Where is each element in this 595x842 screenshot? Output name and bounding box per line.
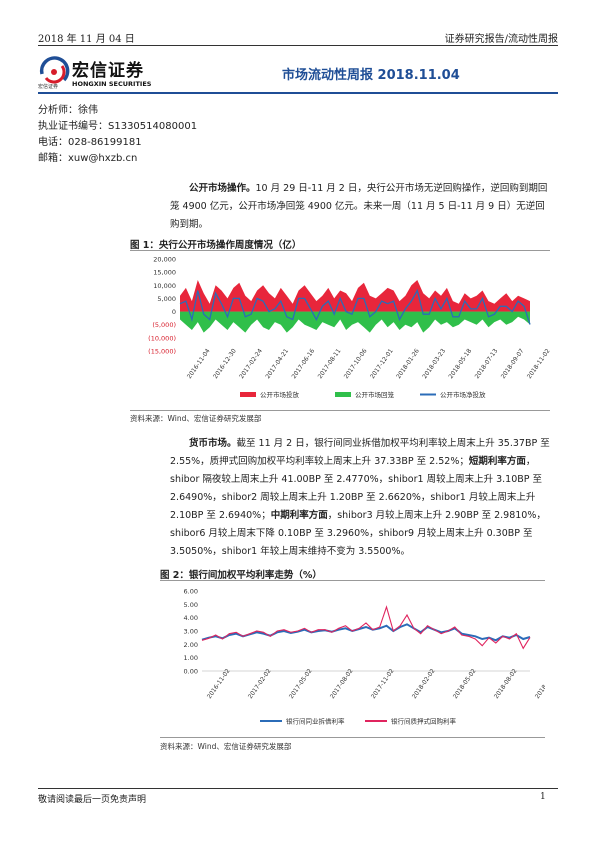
figure1-box: 20,000 15,000 10,000 5,000 0 (5,000) (10,000) (… bbox=[130, 250, 552, 411]
figure1-source: 资料来源：Wind、宏信证券研究发展部 bbox=[130, 414, 262, 423]
y-tick-label: 15,000 bbox=[153, 269, 176, 277]
y-tick-label: (5,000) bbox=[152, 321, 176, 329]
header-divider bbox=[38, 45, 558, 46]
report-title: 市场流动性周报 2018.11.04 bbox=[282, 68, 460, 83]
short-rate-lead: 短期利率方面 bbox=[468, 456, 526, 467]
legend-label: 银行间同业拆借利率 bbox=[286, 717, 345, 726]
mid-rate-text: ，shibor3 月较上周末上升 2.90BP 至 2.9810%，shibor… bbox=[170, 510, 546, 557]
x-tick-label: 2018-05-18 bbox=[447, 347, 473, 380]
legend-label: 公开市场投放 bbox=[260, 390, 300, 399]
open-market-lead: 公开市场操作。 bbox=[189, 183, 256, 194]
legend-label: 公开市场净投放 bbox=[440, 390, 486, 399]
y-tick-label: 5,000 bbox=[157, 295, 176, 303]
money-market-text1: 截至 11 月 2 日，银行间同业拆借加权平均利率较上周末上升 35.37BP … bbox=[170, 438, 550, 467]
x-tick-label: 2017-04-21 bbox=[264, 347, 290, 380]
interbank-lending-line bbox=[201, 623, 531, 642]
x-tick-label: 2017-12-01 bbox=[369, 347, 395, 380]
analyst-name: 分析师：徐伟 bbox=[38, 105, 98, 116]
open-market-paragraph: 公开市场操作。10 月 29 日-11 月 2 日，央行公开市场无逆回购操作，逆… bbox=[170, 180, 554, 234]
footer-disclaimer[interactable]: 敬请阅读最后一页免责声明 bbox=[38, 795, 147, 805]
mid-rate-lead: 中期利率方面 bbox=[270, 510, 328, 521]
analyst-cert: 执业证书编号：S1330514080001 bbox=[38, 121, 198, 132]
x-tick-label: 2018-01-26 bbox=[395, 347, 421, 380]
y-tick-label: 5.00 bbox=[184, 601, 198, 609]
company-name-cn: 宏信证券 bbox=[72, 61, 144, 81]
legend-label: 银行间质押式回购利率 bbox=[391, 717, 457, 726]
page-header: 2018 年 11 月 04 日 证券研究报告/流动性周报 bbox=[38, 30, 558, 46]
x-tick-label: 2018-11-02 bbox=[526, 347, 550, 380]
company-name-en: HONGXIN SECURITIES bbox=[72, 80, 152, 88]
title-divider bbox=[38, 92, 558, 94]
x-tick-label: 2017-08-02 bbox=[329, 667, 355, 700]
net-injection-line bbox=[179, 288, 531, 325]
figure2-box: 6.00 5.00 4.00 3.00 2.00 1.00 0.00 2016-11-02 20… bbox=[160, 580, 560, 738]
x-tick-label: 2018-05-02 bbox=[452, 667, 478, 700]
figure2-source: 资料来源：Wind、宏信证券研究发展部 bbox=[160, 742, 292, 751]
analyst-phone: 电话：028-86199181 bbox=[38, 137, 142, 148]
y-tick-label: 6.00 bbox=[184, 588, 198, 596]
y-tick-label: 2.00 bbox=[184, 641, 198, 649]
x-tick-label: 2017-02-02 bbox=[247, 667, 273, 700]
interbank-rate-chart: 6.00 5.00 4.00 3.00 2.00 1.00 0.00 2016-11-02 20… bbox=[184, 588, 560, 726]
y-tick-label: 0.00 bbox=[184, 668, 198, 676]
company-logo: 宏信证券 宏信证券 HONGXIN SECURITIES bbox=[38, 54, 158, 92]
legend-swatch bbox=[240, 392, 256, 397]
y-tick-label: (10,000) bbox=[148, 334, 176, 342]
figure2-title: 图 2：银行间加权平均利率走势（%） bbox=[160, 570, 322, 581]
y-tick-label: 1.00 bbox=[184, 654, 198, 662]
pledged-repo-line bbox=[201, 605, 531, 650]
withdrawal-area bbox=[180, 311, 530, 333]
x-tick-label: 2017-11-02 bbox=[370, 667, 396, 700]
analyst-email[interactable]: 邮箱：xuw@hxzb.cn bbox=[38, 153, 138, 164]
short-rate-text: ，shibor 隔夜较上周末上升 41.00BP 至 2.4770%，shibo… bbox=[170, 456, 543, 521]
money-market-lead: 货币市场。 bbox=[189, 438, 237, 449]
x-tick-label: 2016-11-04 bbox=[186, 347, 212, 380]
legend-swatch bbox=[335, 392, 351, 397]
open-market-text: 10 月 29 日-11 月 2 日，央行公开市场无逆回购操作，逆回购到期回笼 … bbox=[170, 183, 548, 230]
x-tick-label: 2016-12-30 bbox=[212, 347, 238, 380]
page-number: 1 bbox=[540, 792, 546, 802]
injection-area bbox=[180, 280, 530, 312]
y-tick-label: 4.00 bbox=[184, 614, 198, 622]
y-tick-label: 10,000 bbox=[153, 282, 176, 290]
y-tick-label: 3.00 bbox=[184, 628, 198, 636]
y-tick-label: 20,000 bbox=[153, 256, 176, 264]
report-category: 证券研究报告/流动性周报 bbox=[444, 34, 558, 45]
company-name-small: 宏信证券 bbox=[38, 84, 59, 90]
x-tick-label: 2018-02-02 bbox=[411, 667, 437, 700]
footer-divider bbox=[38, 788, 558, 789]
figure1-title: 图 1：央行公开市场操作周度情况（亿） bbox=[130, 240, 302, 251]
x-tick-label: 2018-11-02 bbox=[534, 667, 545, 700]
analyst-block: 分析师：徐伟 执业证书编号：S1330514080001 电话：028-8619… bbox=[38, 103, 197, 167]
x-tick-label: 2017-08-11 bbox=[317, 347, 343, 380]
x-tick-label: 2017-05-02 bbox=[288, 667, 314, 700]
x-tick-label: 2017-02-24 bbox=[238, 347, 264, 380]
x-tick-label: 2017-06-16 bbox=[291, 347, 317, 380]
x-tick-label: 2016-11-02 bbox=[206, 667, 232, 700]
x-tick-label: 2018-03-23 bbox=[421, 347, 447, 380]
y-tick-label: 0 bbox=[172, 308, 176, 316]
report-date: 2018 年 11 月 04 日 bbox=[38, 34, 135, 45]
y-tick-label: (15,000) bbox=[148, 348, 176, 356]
x-tick-label: 2017-10-06 bbox=[343, 347, 369, 380]
legend-label: 公开市场回笼 bbox=[355, 390, 395, 399]
logo-icon bbox=[39, 56, 70, 84]
x-tick-label: 2018-08-02 bbox=[493, 667, 519, 700]
open-market-chart: 20,000 15,000 10,000 5,000 0 (5,000) (10,000) (… bbox=[148, 256, 552, 400]
money-market-paragraph: 货币市场。截至 11 月 2 日，银行间同业拆借加权平均利率较上周末上升 35.… bbox=[170, 435, 554, 561]
x-tick-label: 2018-07-13 bbox=[474, 347, 500, 380]
x-tick-label: 2018-09-07 bbox=[500, 347, 526, 380]
